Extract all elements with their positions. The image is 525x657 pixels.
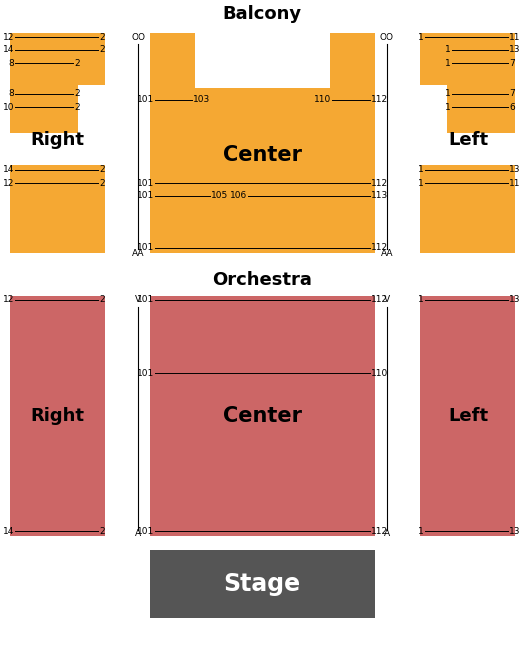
Text: Balcony: Balcony xyxy=(223,5,301,23)
Text: V: V xyxy=(135,296,141,304)
Bar xyxy=(10,85,78,133)
Text: 113: 113 xyxy=(371,191,388,200)
Text: Center: Center xyxy=(223,145,301,165)
Text: 101: 101 xyxy=(136,191,154,200)
Text: V: V xyxy=(384,296,390,304)
Text: Left: Left xyxy=(448,131,488,149)
Text: 1: 1 xyxy=(418,179,424,187)
Text: 14: 14 xyxy=(3,526,14,535)
Text: 2: 2 xyxy=(99,179,104,187)
Bar xyxy=(10,296,105,536)
Bar xyxy=(150,296,375,536)
Text: 1: 1 xyxy=(445,102,451,112)
Text: 7: 7 xyxy=(509,89,514,99)
Text: 7: 7 xyxy=(509,58,514,68)
Text: 2: 2 xyxy=(74,89,80,99)
Bar xyxy=(420,296,515,536)
Text: A: A xyxy=(135,530,141,539)
Text: 1: 1 xyxy=(445,89,451,99)
Text: 101: 101 xyxy=(136,526,154,535)
Text: 2: 2 xyxy=(99,32,104,41)
Text: 12: 12 xyxy=(3,179,14,187)
Text: 101: 101 xyxy=(136,369,154,378)
Text: 1: 1 xyxy=(418,296,424,304)
Text: 1: 1 xyxy=(445,45,451,55)
Text: 8: 8 xyxy=(8,58,14,68)
Text: 112: 112 xyxy=(371,179,388,187)
Text: Left: Left xyxy=(448,407,488,425)
Text: Center: Center xyxy=(223,406,301,426)
Text: OO: OO xyxy=(380,32,394,41)
Text: 8: 8 xyxy=(8,89,14,99)
Text: 1: 1 xyxy=(418,32,424,41)
Text: 1: 1 xyxy=(418,166,424,175)
Text: Orchestra: Orchestra xyxy=(212,271,312,289)
Text: 14: 14 xyxy=(3,166,14,175)
Text: 12: 12 xyxy=(3,296,14,304)
Text: 10: 10 xyxy=(3,102,14,112)
Text: 6: 6 xyxy=(509,102,514,112)
Bar xyxy=(447,85,515,133)
Text: 13: 13 xyxy=(509,166,520,175)
Bar xyxy=(150,33,195,88)
Text: AA: AA xyxy=(132,248,144,258)
Text: 2: 2 xyxy=(99,166,104,175)
Bar xyxy=(420,165,515,253)
Text: 14: 14 xyxy=(3,45,14,55)
Text: AA: AA xyxy=(381,248,393,258)
Text: 112: 112 xyxy=(371,526,388,535)
Text: 112: 112 xyxy=(371,296,388,304)
Text: 2: 2 xyxy=(99,296,104,304)
Text: 12: 12 xyxy=(3,32,14,41)
Text: 110: 110 xyxy=(371,369,388,378)
Text: A: A xyxy=(384,530,390,539)
Text: 101: 101 xyxy=(136,179,154,187)
Bar xyxy=(420,33,515,85)
Text: 101: 101 xyxy=(136,95,154,104)
Text: 101: 101 xyxy=(136,296,154,304)
Text: 13: 13 xyxy=(509,45,520,55)
Text: 13: 13 xyxy=(509,296,520,304)
Bar xyxy=(150,550,375,618)
Text: 1: 1 xyxy=(418,526,424,535)
Text: 110: 110 xyxy=(314,95,331,104)
Text: 2: 2 xyxy=(99,45,104,55)
Bar xyxy=(150,88,375,253)
Bar xyxy=(10,165,105,253)
Text: 1: 1 xyxy=(445,58,451,68)
Text: 103: 103 xyxy=(193,95,210,104)
Text: Right: Right xyxy=(30,407,84,425)
Text: 13: 13 xyxy=(509,526,520,535)
Text: 2: 2 xyxy=(99,526,104,535)
Text: Stage: Stage xyxy=(224,572,300,596)
Text: 112: 112 xyxy=(371,244,388,252)
Text: 101: 101 xyxy=(136,244,154,252)
Text: Right: Right xyxy=(30,131,84,149)
Text: OO: OO xyxy=(131,32,145,41)
Bar xyxy=(10,33,105,85)
Text: 105: 105 xyxy=(211,191,228,200)
Text: 2: 2 xyxy=(74,102,80,112)
Bar xyxy=(330,33,375,88)
Text: 11: 11 xyxy=(509,32,520,41)
Text: 112: 112 xyxy=(371,95,388,104)
Text: 106: 106 xyxy=(230,191,247,200)
Text: 2: 2 xyxy=(74,58,80,68)
Text: 11: 11 xyxy=(509,179,520,187)
